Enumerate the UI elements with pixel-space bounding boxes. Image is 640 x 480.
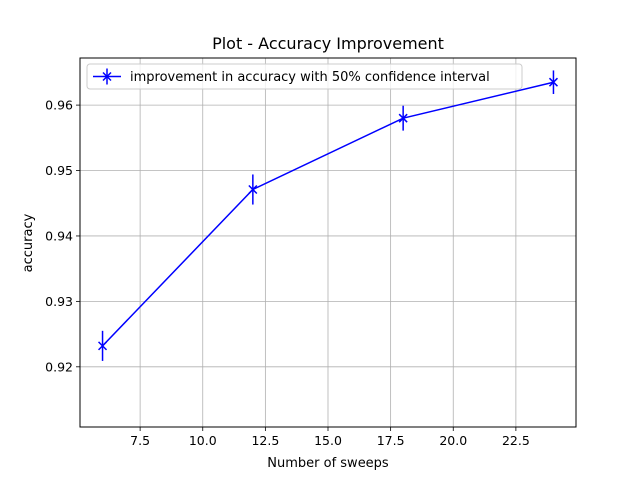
tick-layer: 7.5 10.0 12.5 15.0 17.5 20.0 22.5 0.92 0.93 0.94 0…	[45, 98, 530, 448]
y-tick-label: 0.92	[45, 359, 73, 374]
legend: improvement in accuracy with 50% confide…	[86, 63, 523, 90]
legend-box	[86, 63, 523, 90]
chart-title: Plot - Accuracy Improvement	[212, 34, 444, 53]
series-layer	[98, 70, 558, 361]
data-point-marker	[248, 184, 258, 195]
x-tick-label: 15.0	[314, 433, 342, 448]
x-tick-label: 12.5	[251, 433, 279, 448]
legend-marker	[102, 68, 112, 85]
series-line	[102, 81, 554, 347]
x-tick-label: 10.0	[189, 433, 217, 448]
data-point-marker	[98, 341, 108, 351]
x-tick-label: 17.5	[377, 433, 405, 448]
y-tick-label: 0.93	[45, 294, 73, 309]
x-tick-label: 7.5	[130, 433, 150, 448]
x-tick-label: 20.0	[439, 433, 467, 448]
y-tick-label: 0.94	[45, 228, 73, 243]
legend-label: improvement in accuracy with 50% confide…	[130, 70, 490, 85]
y-tick-label: 0.95	[45, 163, 73, 178]
y-tick-label: 0.96	[45, 98, 73, 113]
data-point-marker	[548, 77, 558, 87]
x-axis-label: Number of sweeps	[267, 456, 389, 471]
data-point-marker	[398, 113, 408, 123]
y-axis-label: accuracy	[21, 213, 36, 272]
x-tick-label: 22.5	[502, 433, 530, 448]
